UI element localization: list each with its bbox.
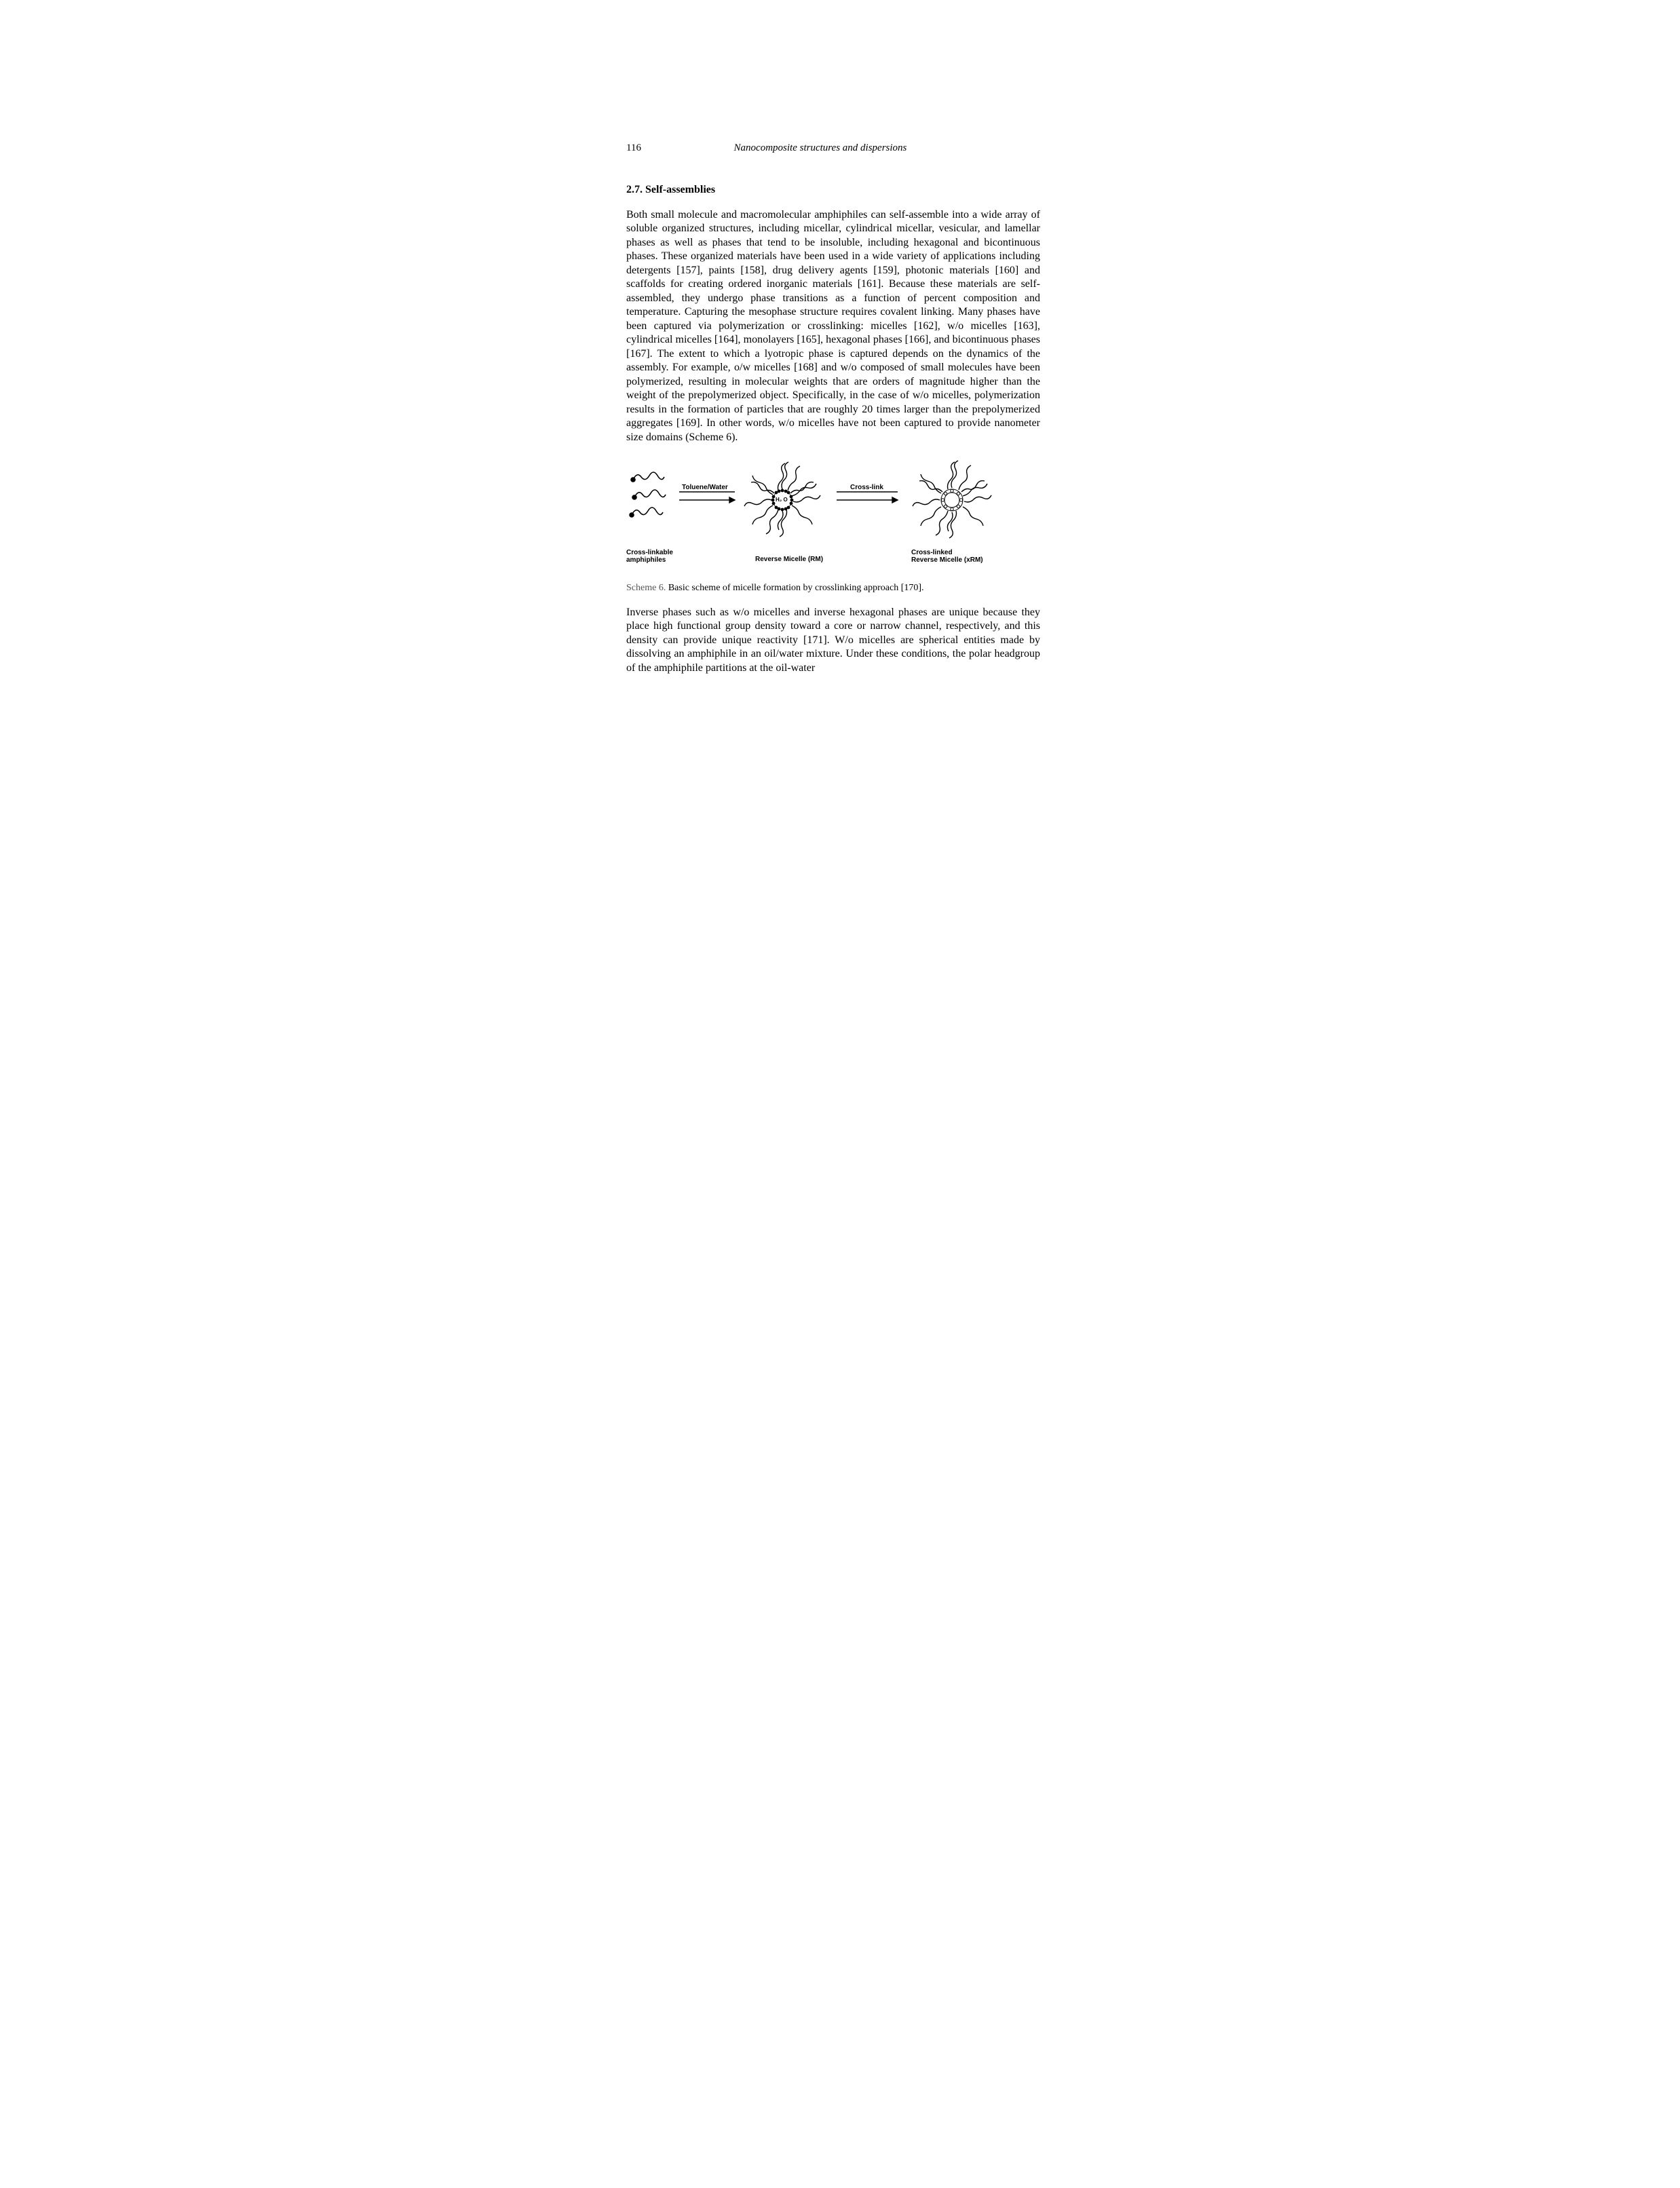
- figure-caption: Scheme 6. Basic scheme of micelle format…: [626, 583, 1040, 594]
- paragraph-1: Both small molecule and macromolecular a…: [626, 208, 1040, 444]
- caption-text: Basic scheme of micelle formation by cro…: [666, 583, 923, 593]
- arrow-1-label: Toluene/Water: [682, 484, 728, 491]
- paragraph-2: Inverse phases such as w/o micelles and …: [626, 606, 1040, 675]
- running-title: Nanocomposite structures and dispersions: [621, 142, 1020, 154]
- fig-label-left: Cross-linkable amphiphiles: [626, 549, 673, 564]
- fig-label-right: Cross-linked Reverse Micelle (xRM): [911, 549, 983, 564]
- page-header: 116 Nanocomposite structures and dispers…: [626, 142, 1040, 154]
- caption-prefix: Scheme 6.: [626, 583, 666, 593]
- page: 116 Nanocomposite structures and dispers…: [504, 0, 1176, 826]
- fig-label-mid: Reverse Micelle (RM): [755, 556, 823, 563]
- arrow-2-label: Cross-link: [850, 484, 883, 491]
- scheme-6-figure: Toluene/Water Cross-link H₂ O Cross-link…: [626, 459, 1040, 575]
- section-heading: 2.7. Self-assemblies: [626, 184, 1040, 196]
- core-label: H₂ O: [776, 497, 788, 503]
